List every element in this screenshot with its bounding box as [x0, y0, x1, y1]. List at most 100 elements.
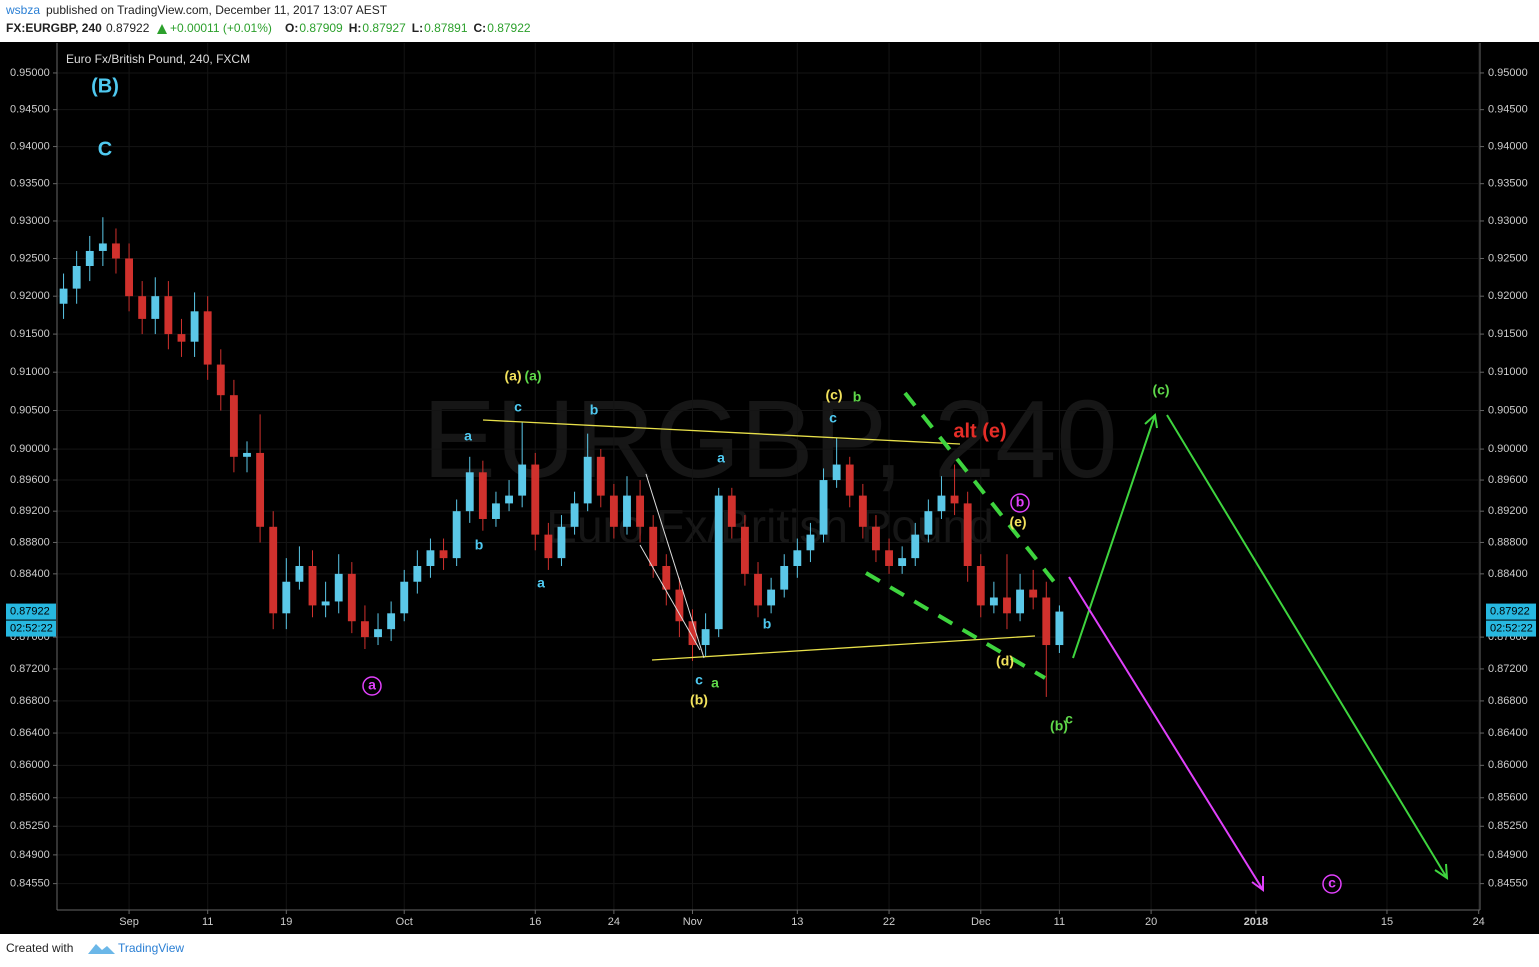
- x-tick-label: 22: [883, 916, 895, 928]
- logo: [88, 944, 115, 954]
- y-tick-label: 0.90000: [1488, 443, 1528, 455]
- y-tick-label: 0.89200: [10, 505, 50, 517]
- x-tick-label: 20: [1145, 916, 1157, 928]
- candle-body: [583, 456, 592, 504]
- candle-body: [845, 464, 854, 496]
- countdown-tag: [1486, 620, 1536, 637]
- annotation-circle: [1010, 493, 1030, 513]
- y-tick-label: 0.84550: [10, 878, 50, 890]
- y-tick-label: 0.86800: [10, 695, 50, 707]
- last: 0.87922: [106, 21, 150, 35]
- ohlc-key: C:: [474, 21, 487, 35]
- candle-body: [112, 243, 120, 259]
- y-tick-label: 0.85250: [10, 820, 50, 832]
- symbol: FX:EURGBP, 240: [6, 21, 102, 35]
- candle-body: [465, 472, 474, 512]
- candle-body: [72, 265, 81, 289]
- y-tick-label: 0.88400: [1488, 568, 1528, 580]
- candle-body: [662, 565, 671, 590]
- candle-body: [989, 597, 998, 606]
- y-tick-label: 0.92500: [1488, 252, 1528, 264]
- annotation: a: [711, 675, 719, 691]
- price-tag: [6, 603, 56, 620]
- annotation: (c): [1152, 382, 1169, 398]
- candle-body: [426, 550, 435, 566]
- candle-body: [190, 311, 199, 342]
- trend-line: [482, 419, 961, 445]
- trend-line: [639, 544, 701, 651]
- change: +0.00011 (+0.01%): [170, 21, 272, 35]
- candle-body: [740, 526, 749, 574]
- y-tick-label: 0.84900: [10, 849, 50, 861]
- brand[interactable]: TradingView: [118, 941, 184, 955]
- annotation: (e): [1009, 514, 1026, 530]
- y-tick-label: 0.87200: [10, 663, 50, 675]
- candle-body: [806, 534, 815, 551]
- candle-body: [754, 573, 762, 606]
- candle-body: [413, 565, 422, 582]
- ohlc-value: 0.87922: [487, 21, 531, 35]
- annotation: a: [717, 450, 725, 466]
- candle-body: [229, 395, 238, 457]
- ohlc-key: H:: [349, 21, 362, 35]
- author[interactable]: wsbza: [5, 3, 40, 17]
- countdown-label: 02:52:22: [1490, 622, 1533, 634]
- candle-body: [295, 565, 304, 582]
- y-tick-label: 0.94000: [10, 140, 50, 152]
- candle-body: [963, 503, 972, 566]
- y-tick-label: 0.86000: [1488, 759, 1528, 771]
- annotation: b: [853, 389, 862, 405]
- drawings: [482, 391, 1449, 892]
- candle-body: [544, 534, 553, 559]
- candle-body: [767, 589, 776, 606]
- candles: [59, 217, 1064, 697]
- candle-body: [924, 511, 933, 535]
- arrow: [1072, 413, 1158, 659]
- candle-body: [950, 495, 959, 504]
- y-tick-label: 0.85600: [10, 792, 50, 804]
- candle-body: [360, 621, 369, 638]
- x-tick-label: 16: [529, 916, 541, 928]
- annotation: (a): [524, 368, 541, 384]
- candle-body: [858, 495, 867, 527]
- annotation-circle: [362, 676, 382, 696]
- candle-body: [321, 601, 330, 606]
- candle-body: [439, 550, 448, 559]
- candle-body: [780, 565, 789, 590]
- candle-body: [793, 550, 802, 566]
- y-tick-label: 0.89200: [1488, 505, 1528, 517]
- candle-body: [387, 613, 396, 630]
- candle-body: [898, 558, 907, 566]
- candle-body: [1042, 597, 1051, 646]
- candle-body: [85, 250, 94, 266]
- y-tick-label: 0.90500: [1488, 404, 1528, 416]
- x-tick-label: 11: [202, 916, 213, 928]
- candle-body: [832, 464, 841, 481]
- annotation: (c): [825, 387, 842, 403]
- ohlc-value: 0.87891: [424, 21, 468, 35]
- annotation: b: [763, 616, 772, 632]
- y-tick-label: 0.89600: [10, 474, 50, 486]
- chart-title: Euro Fx/British Pound, 240, FXCM: [66, 52, 250, 66]
- y-tick-label: 0.89600: [1488, 474, 1528, 486]
- annotation: alt (e): [953, 420, 1006, 442]
- annotation: c: [514, 399, 522, 415]
- candle-body: [518, 464, 527, 496]
- y-tick-label: 0.91000: [1488, 366, 1528, 378]
- candle-body: [256, 452, 265, 527]
- ohlc-key: L:: [412, 21, 423, 35]
- y-tick-label: 0.86400: [10, 727, 50, 739]
- watermark: EURGBP, 240: [422, 378, 1117, 501]
- candle-body: [531, 464, 540, 535]
- created: Created with: [6, 941, 73, 955]
- candle-body: [452, 511, 461, 559]
- y-tick-label: 0.92000: [10, 290, 50, 302]
- y-tick-label: 0.88800: [10, 536, 50, 548]
- annotation: c: [695, 672, 703, 688]
- candle-body: [334, 573, 343, 602]
- x-tick-label: 15: [1381, 916, 1393, 928]
- y-tick-label: 0.91500: [10, 328, 50, 340]
- y-tick-label: 0.91500: [1488, 328, 1528, 340]
- x-tick-label: Nov: [683, 916, 703, 928]
